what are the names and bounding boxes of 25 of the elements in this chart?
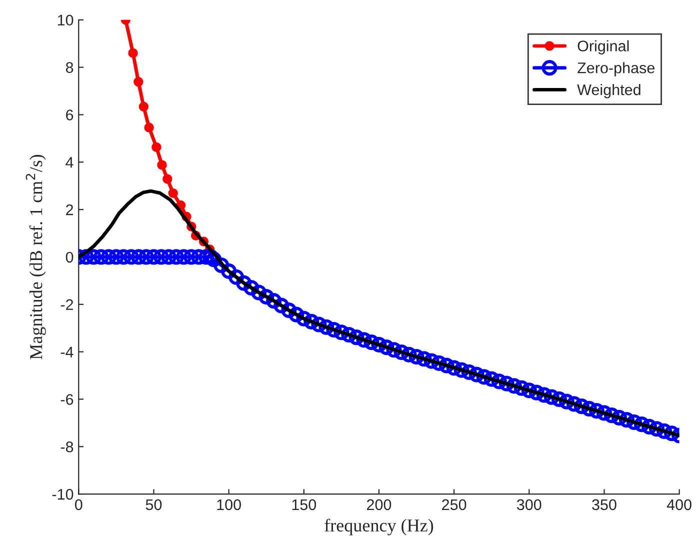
x-tick-label: 350: [592, 499, 616, 510]
y-tick-label: 8: [66, 62, 74, 73]
legend-label: Weighted: [577, 84, 640, 98]
x-tick-label: 400: [666, 499, 692, 510]
y-tick-label: -2: [60, 299, 74, 310]
legend-label: Original: [578, 40, 629, 54]
y-tick-label: 0: [66, 252, 74, 263]
x-tick-label: 0: [74, 499, 82, 510]
x-tick-label: 300: [516, 499, 542, 510]
x-tick-label: 250: [442, 499, 466, 510]
y-tick-label: -4: [60, 346, 74, 358]
x-tick-label: 200: [366, 499, 392, 510]
y-tick-label: 10: [58, 14, 74, 26]
x-tick-label: 50: [146, 499, 162, 510]
x-axis-title: frequency (Hz): [324, 518, 434, 536]
y-tick-label: -6: [60, 394, 74, 405]
y-tick-label: -8: [60, 441, 74, 452]
y-axis-title: Magnitude (dB ref. 1 cm$^{2}$/s): [26, 154, 46, 360]
x-tick-label: 100: [217, 499, 241, 510]
x-tick-label: 150: [292, 499, 316, 510]
legend-label: Zero-phase: [578, 62, 654, 76]
y-tick-label: 2: [66, 204, 74, 216]
y-tick-label: -10: [52, 488, 74, 500]
y-tick-label: 6: [66, 110, 74, 120]
y-tick-label: 4: [66, 157, 74, 168]
